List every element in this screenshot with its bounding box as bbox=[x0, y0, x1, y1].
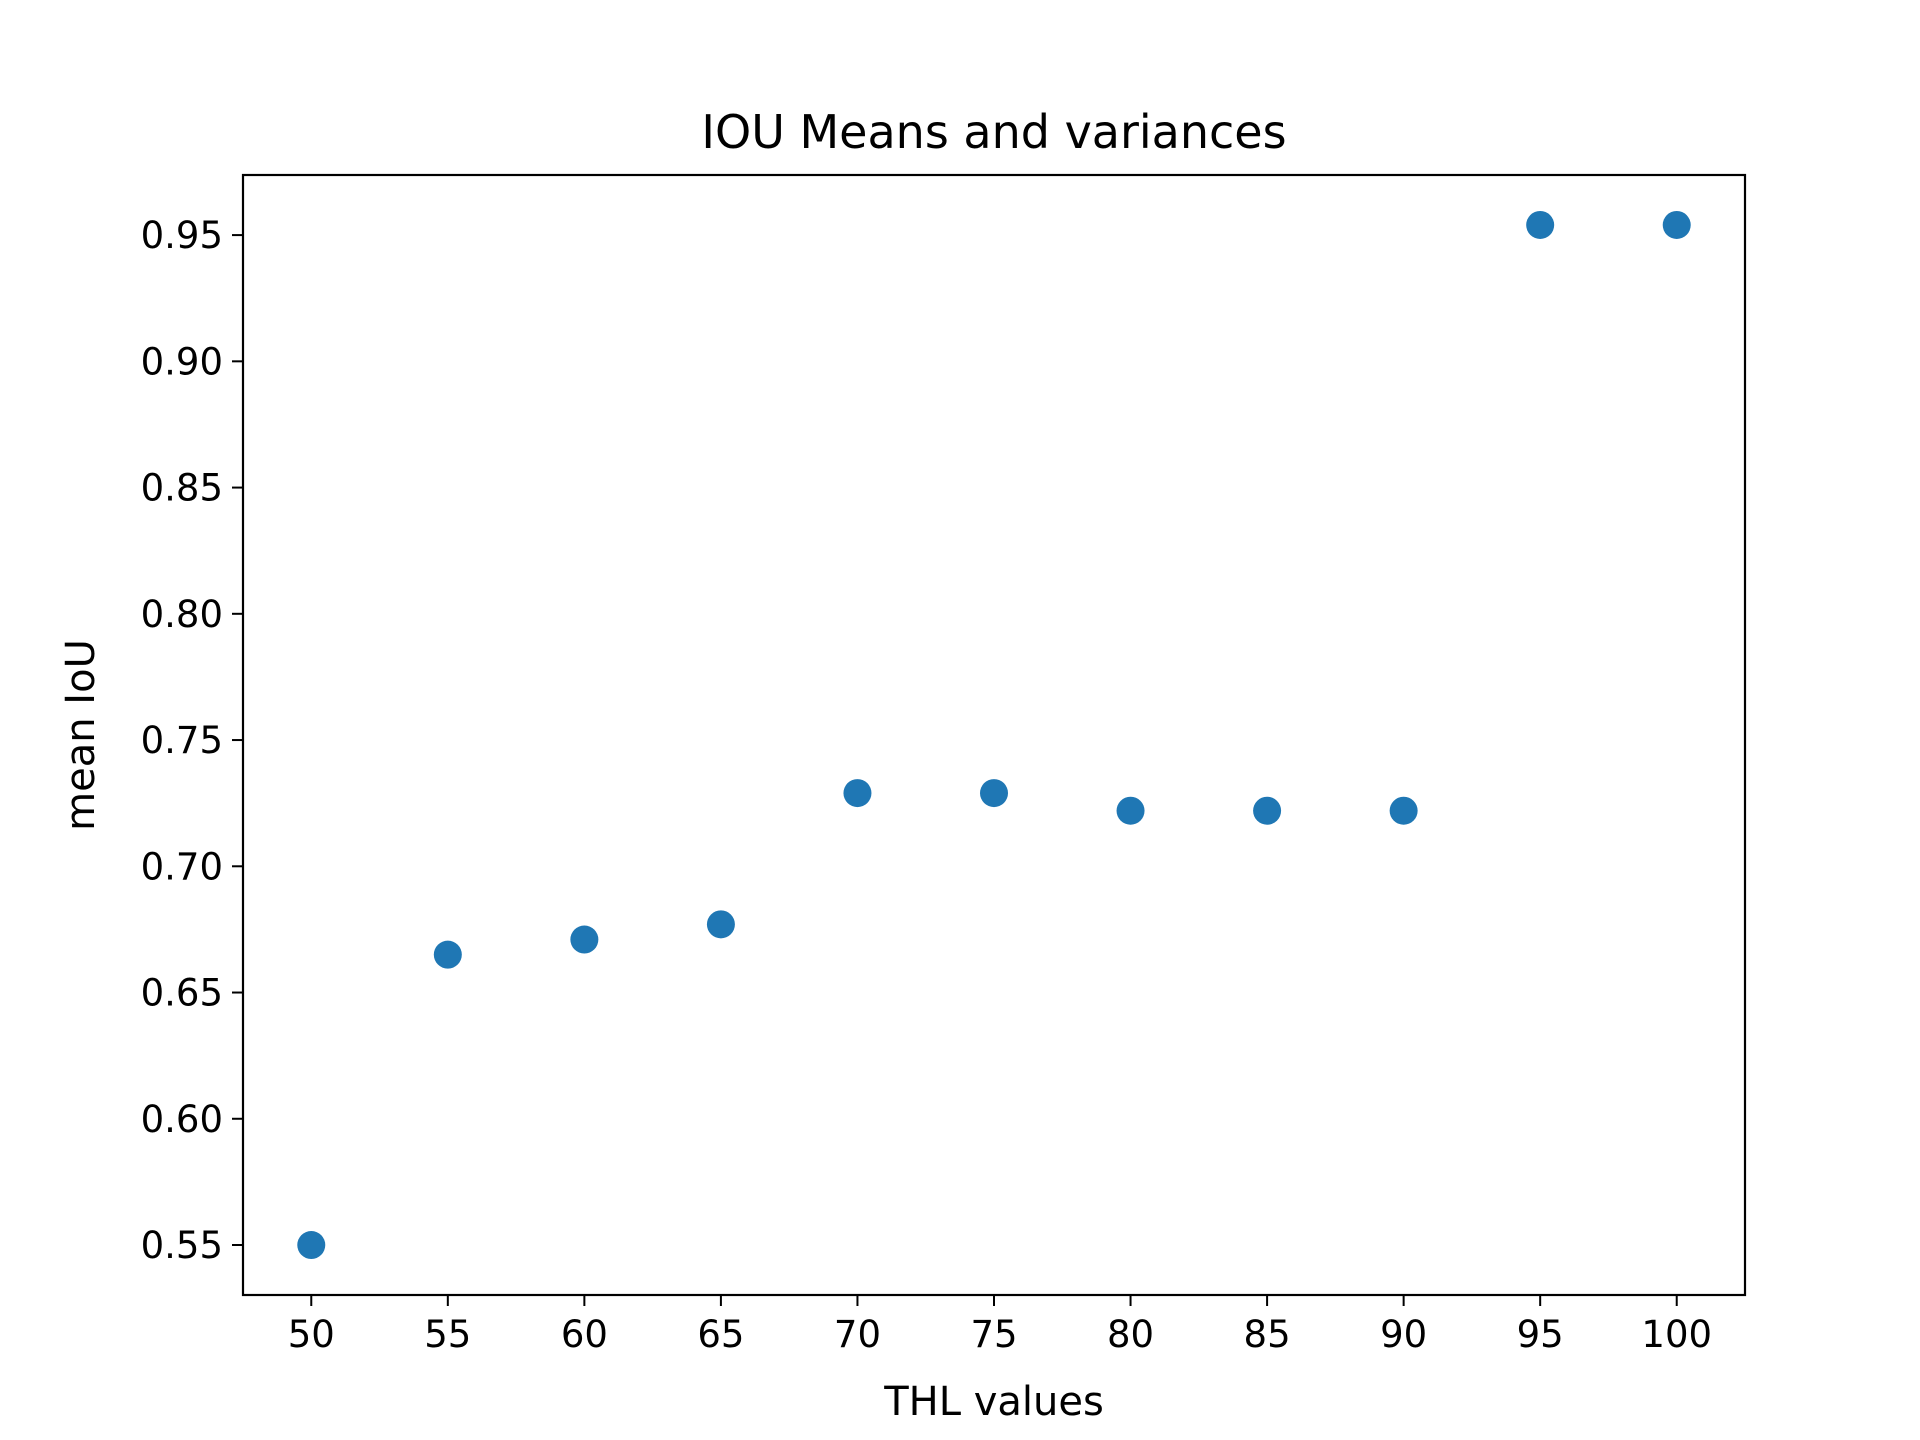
x-axis-ticks: 50 55 60 65 70 75 80 85 90 95 100 bbox=[288, 1295, 1712, 1356]
data-point bbox=[1662, 210, 1691, 239]
x-tick-label: 90 bbox=[1380, 1313, 1427, 1356]
plot-frame bbox=[241, 173, 1747, 1297]
x-tick-label: 70 bbox=[834, 1313, 881, 1356]
data-point bbox=[1253, 796, 1282, 825]
x-tick-label: 55 bbox=[424, 1313, 471, 1356]
data-points bbox=[297, 210, 1691, 1260]
x-tick-label: 80 bbox=[1107, 1313, 1154, 1356]
data-point bbox=[297, 1231, 326, 1260]
y-axis-ticks: 0.55 0.60 0.65 0.70 0.75 0.80 0.85 0.90 0.95 bbox=[141, 214, 243, 1267]
y-tick-label: 0.80 bbox=[141, 593, 223, 636]
data-point bbox=[1389, 796, 1418, 825]
data-point bbox=[1116, 796, 1145, 825]
y-tick-label: 0.65 bbox=[141, 972, 223, 1015]
x-tick-label: 95 bbox=[1517, 1313, 1564, 1356]
x-axis-label: THL values bbox=[883, 1379, 1104, 1425]
chart-title: IOU Means and variances bbox=[701, 105, 1286, 159]
data-point bbox=[706, 910, 735, 939]
x-tick-label: 75 bbox=[970, 1313, 1017, 1356]
y-tick-label: 0.60 bbox=[141, 1098, 223, 1141]
x-tick-label: 50 bbox=[288, 1313, 335, 1356]
y-tick-label: 0.90 bbox=[141, 340, 223, 383]
y-tick-label: 0.75 bbox=[141, 719, 223, 762]
x-tick-label: 65 bbox=[697, 1313, 744, 1356]
data-point bbox=[570, 925, 599, 954]
y-axis-label: mean IoU bbox=[58, 639, 104, 831]
x-tick-label: 85 bbox=[1244, 1313, 1291, 1356]
x-tick-label: 100 bbox=[1641, 1313, 1712, 1356]
data-point bbox=[1526, 210, 1555, 239]
x-tick-label: 60 bbox=[561, 1313, 608, 1356]
y-tick-label: 0.70 bbox=[141, 845, 223, 888]
y-tick-label: 0.85 bbox=[141, 467, 223, 510]
y-tick-label: 0.55 bbox=[141, 1224, 223, 1267]
data-point bbox=[433, 940, 462, 969]
y-tick-label: 0.95 bbox=[141, 214, 223, 257]
data-point bbox=[980, 779, 1008, 808]
data-point bbox=[843, 779, 872, 808]
